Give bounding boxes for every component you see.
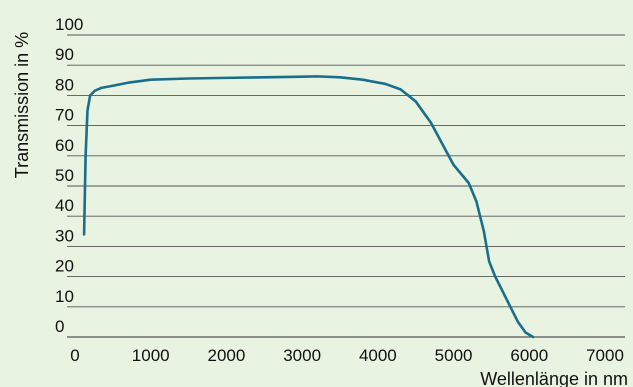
series-group — [82, 75, 535, 339]
y-tick-label: 50 — [55, 166, 74, 185]
y-tick-label: 90 — [55, 45, 74, 64]
y-tick-label: 30 — [55, 226, 74, 245]
x-tick-label: 6000 — [510, 346, 548, 365]
x-tick-label: 3000 — [283, 346, 321, 365]
y-tick-label: 0 — [55, 317, 64, 336]
y-tick-label: 40 — [55, 196, 74, 215]
y-tick-labels: 0 10 20 30 40 50 60 70 80 90 100 — [55, 15, 83, 336]
y-tick-label: 20 — [55, 257, 74, 276]
x-axis-title: Wellenlänge in nm — [480, 369, 628, 387]
x-tick-label: 7000 — [586, 346, 624, 365]
y-tick-label: 60 — [55, 136, 74, 155]
x-tick-label: 5000 — [435, 346, 473, 365]
x-tick-label: 0 — [70, 346, 79, 365]
x-tick-labels: 0 1000 2000 3000 4000 5000 6000 7000 — [70, 346, 624, 365]
y-axis-title: Transmission in % — [12, 32, 32, 178]
y-tick-label: 100 — [55, 15, 83, 34]
transmission-curve-line — [82, 75, 535, 339]
x-tick-label: 2000 — [208, 346, 246, 365]
y-tick-label: 70 — [55, 106, 74, 125]
gridlines — [67, 34, 625, 338]
y-tick-label: 80 — [55, 75, 74, 94]
x-tick-label: 4000 — [359, 346, 397, 365]
y-tick-label: 10 — [55, 287, 74, 306]
x-tick-label: 1000 — [132, 346, 170, 365]
